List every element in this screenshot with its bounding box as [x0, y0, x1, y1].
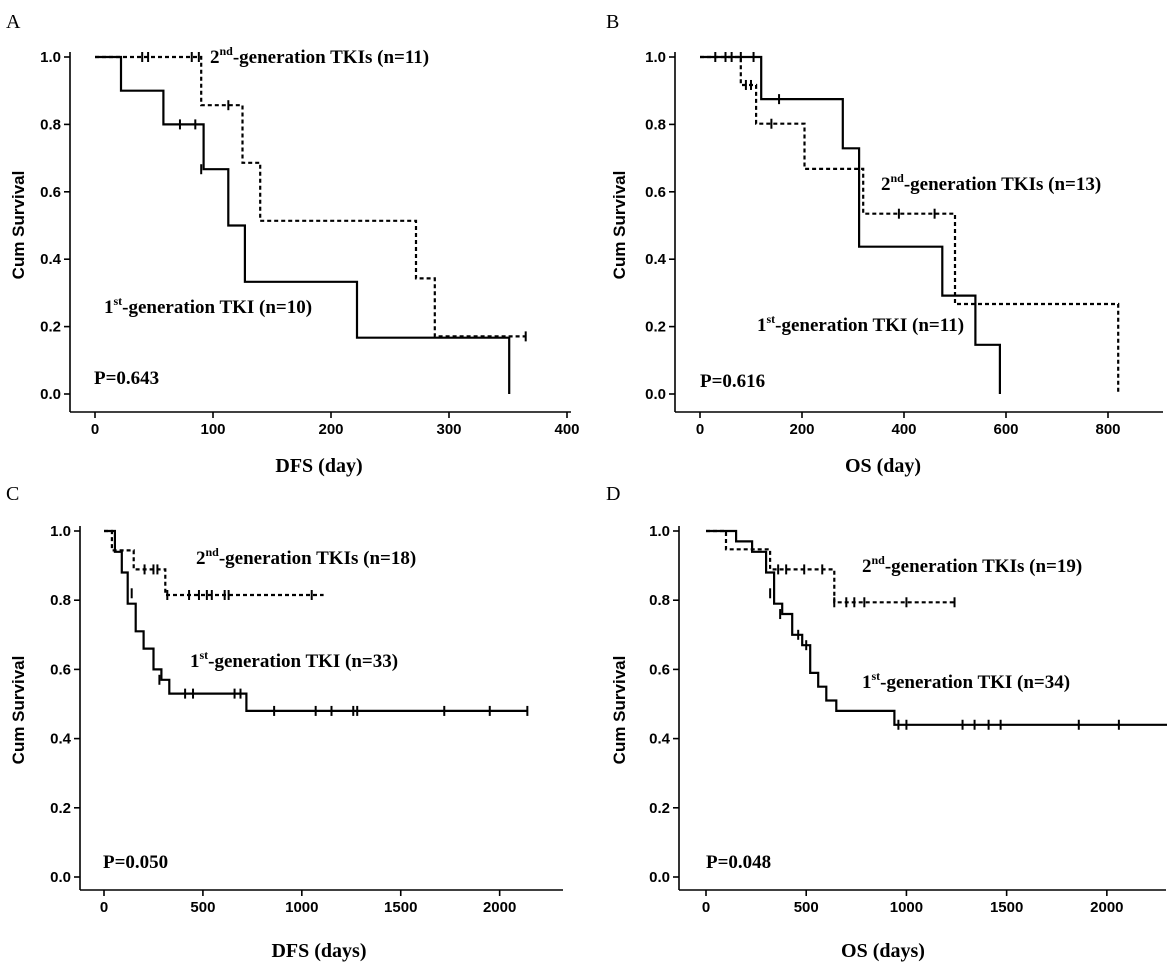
- x-axis-label: DFS (day): [275, 455, 362, 477]
- panel-letter: C: [6, 483, 19, 505]
- y-tick-label: 0.8: [645, 116, 666, 133]
- y-tick-label: 0.0: [649, 869, 670, 886]
- x-tick-label: 2000: [1090, 899, 1123, 916]
- p-value: P=0.643: [94, 368, 159, 389]
- first-gen-curve: [95, 55, 511, 394]
- y-axis-label: Cum Survival: [9, 171, 28, 280]
- x-tick-label: 100: [200, 421, 225, 438]
- y-tick-label: 0.2: [645, 319, 666, 336]
- x-tick-label: 400: [891, 421, 916, 438]
- panel-letter: A: [6, 11, 21, 33]
- y-axis-label: Cum Survival: [9, 656, 28, 765]
- y-axis-label: Cum Survival: [610, 656, 629, 765]
- first-gen-label: 1st-generation TKI (n=33): [190, 648, 398, 672]
- x-tick-label: 1000: [285, 899, 318, 916]
- y-tick-label: 0.4: [645, 251, 667, 268]
- x-axis-label: OS (day): [845, 455, 921, 477]
- y-tick-label: 0.0: [50, 869, 71, 886]
- y-tick-label: 0.6: [649, 661, 670, 678]
- x-tick-label: 2000: [483, 899, 516, 916]
- y-tick-label: 0.8: [50, 592, 71, 609]
- y-tick-label: 0.8: [649, 592, 670, 609]
- x-tick-label: 200: [789, 421, 814, 438]
- x-tick-label: 200: [318, 421, 343, 438]
- p-value: P=0.616: [700, 371, 765, 392]
- y-tick-label: 0.4: [649, 731, 671, 748]
- x-tick-label: 1000: [890, 899, 923, 916]
- y-tick-label: 1.0: [50, 523, 71, 540]
- x-tick-label: 500: [190, 899, 215, 916]
- second-gen-label: 2nd-generation TKIs (n=11): [210, 44, 429, 68]
- x-tick-label: 500: [794, 899, 819, 916]
- first-gen-curve: [104, 529, 528, 712]
- y-tick-label: 0.2: [649, 800, 670, 817]
- panel-letter: B: [606, 11, 619, 33]
- x-tick-label: 1500: [384, 899, 417, 916]
- second-gen-curve: [700, 55, 1120, 394]
- panel-c: C 0.0 0.2 0.4 0.6 0.8 1.0 0 500 1000 1500 2000 Cum S…: [6, 483, 563, 962]
- y-tick-label: 0.6: [50, 661, 71, 678]
- second-gen-label: 2nd-generation TKIs (n=13): [881, 171, 1101, 195]
- y-tick-label: 0.0: [645, 386, 666, 403]
- p-value: P=0.050: [103, 852, 168, 873]
- first-gen-curve: [700, 55, 1001, 394]
- x-tick-label: 0: [100, 899, 108, 916]
- y-tick-label: 1.0: [649, 523, 670, 540]
- x-tick-label: 400: [554, 421, 579, 438]
- second-gen-label: 2nd-generation TKIs (n=18): [196, 545, 416, 569]
- y-tick-label: 0.8: [40, 116, 61, 133]
- y-tick-label: 0.0: [40, 386, 61, 403]
- second-gen-curve: [95, 55, 526, 338]
- y-tick-label: 0.2: [50, 800, 71, 817]
- first-gen-label: 1st-generation TKI (n=34): [862, 669, 1070, 693]
- y-tick-label: 0.4: [40, 251, 62, 268]
- first-gen-label: 1st-generation TKI (n=11): [757, 312, 964, 336]
- panel-b: B 0.0 0.2 0.4 0.6 0.8 1.0 0 200 400 600 800 Cum Surv…: [606, 11, 1163, 477]
- panel-letter: D: [606, 483, 620, 505]
- x-tick-label: 1500: [990, 899, 1023, 916]
- x-tick-label: 0: [696, 421, 704, 438]
- p-value: P=0.048: [706, 852, 771, 873]
- second-gen-curve: [706, 529, 955, 604]
- x-axis-label: DFS (days): [271, 940, 366, 962]
- y-tick-label: 0.6: [40, 184, 61, 201]
- y-tick-label: 0.2: [40, 319, 61, 336]
- panel-a: A 0.0 0.2 0.4 0.6 0.8 1.0 0 100 200 300 400 Cum Surv…: [6, 11, 580, 477]
- y-tick-label: 0.4: [50, 731, 72, 748]
- x-tick-label: 0: [702, 899, 710, 916]
- second-gen-label: 2nd-generation TKIs (n=19): [862, 553, 1082, 577]
- panel-d: D 0.0 0.2 0.4 0.6 0.8 1.0 0 500 1000 1500 2000 Cum S…: [606, 483, 1167, 962]
- x-tick-label: 0: [91, 421, 99, 438]
- first-gen-label: 1st-generation TKI (n=10): [104, 294, 312, 318]
- y-tick-label: 1.0: [645, 49, 666, 66]
- x-tick-label: 800: [1095, 421, 1120, 438]
- x-tick-label: 600: [993, 421, 1018, 438]
- second-gen-curve: [104, 529, 324, 597]
- x-tick-label: 300: [436, 421, 461, 438]
- y-axis-label: Cum Survival: [610, 171, 629, 280]
- y-tick-label: 1.0: [40, 49, 61, 66]
- y-tick-label: 0.6: [645, 184, 666, 201]
- x-axis-label: OS (days): [841, 940, 925, 962]
